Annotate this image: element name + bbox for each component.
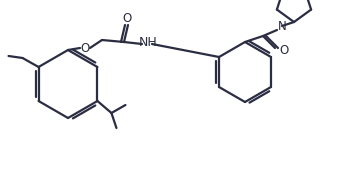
Text: O: O [81, 41, 90, 55]
Text: O: O [122, 12, 132, 25]
Text: N: N [277, 20, 286, 32]
Text: O: O [279, 45, 289, 57]
Text: NH: NH [139, 36, 158, 50]
